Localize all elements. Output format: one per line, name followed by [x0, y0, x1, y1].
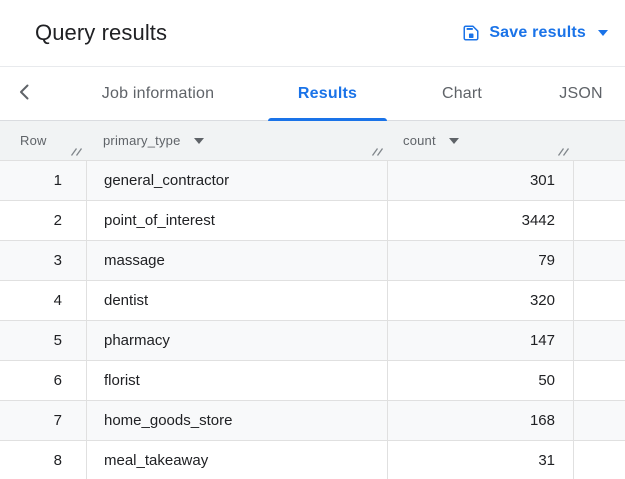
caret-down-icon [598, 30, 608, 36]
column-resize-handle-icon[interactable] [70, 146, 83, 157]
column-header-primary-type-label: primary_type [103, 133, 181, 148]
table-row: 6 florist 50 [0, 361, 625, 401]
primary-type-cell: meal_takeaway [86, 441, 387, 479]
tab-json[interactable]: JSON [537, 67, 625, 120]
primary-type-cell: point_of_interest [86, 201, 387, 240]
save-results-button[interactable]: Save results [460, 20, 610, 46]
row-number-cell: 4 [53, 292, 62, 309]
filler-cell [573, 201, 625, 240]
count-cell: 320 [387, 281, 573, 320]
count-cell: 168 [387, 401, 573, 440]
column-resize-handle-icon[interactable] [557, 146, 570, 157]
count-cell: 31 [387, 441, 573, 479]
primary-type-cell: home_goods_store [86, 401, 387, 440]
column-header-row: Row [0, 121, 86, 160]
row-number-cell: 1 [53, 172, 62, 189]
table-body: 1 general_contractor 301 2 point_of_inte… [0, 161, 625, 479]
column-header-count-label: count [403, 133, 436, 148]
count-cell: 3442 [387, 201, 573, 240]
save-results-label: Save results [489, 24, 586, 41]
tab-chart[interactable]: Chart [387, 67, 537, 120]
row-number-cell: 7 [53, 412, 62, 429]
primary-type-cell: general_contractor [86, 161, 387, 200]
filler-cell [573, 441, 625, 479]
filler-cell [573, 401, 625, 440]
tab-label: Job information [101, 84, 215, 102]
row-number-cell: 2 [53, 212, 62, 229]
primary-type-cell: dentist [86, 281, 387, 320]
count-cell: 147 [387, 321, 573, 360]
tabs-scroll-left-button[interactable] [0, 67, 48, 120]
table-row: 1 general_contractor 301 [0, 161, 625, 201]
table-row: 2 point_of_interest 3442 [0, 201, 625, 241]
column-resize-handle-icon[interactable] [371, 146, 384, 157]
table-row: 5 pharmacy 147 [0, 321, 625, 361]
column-header-row-label: Row [20, 133, 47, 148]
tab-label: Chart [441, 84, 483, 102]
column-header-count: count [387, 121, 573, 160]
filler-cell [573, 321, 625, 360]
panel-header: Query results Save results [0, 0, 625, 67]
row-number-cell: 5 [53, 332, 62, 349]
row-number-cell: 8 [53, 452, 62, 469]
tab-job-information[interactable]: Job information [48, 67, 268, 120]
dropdown-arrow-icon[interactable] [193, 137, 204, 144]
filler-cell [573, 281, 625, 320]
results-tab-bar: Job information Results Chart JSON [0, 67, 625, 121]
save-icon [462, 24, 480, 42]
count-cell: 301 [387, 161, 573, 200]
column-header-primary-type: primary_type [86, 121, 387, 160]
filler-cell [573, 361, 625, 400]
chevron-left-icon [17, 84, 32, 103]
column-header-filler [573, 121, 625, 160]
tab-results[interactable]: Results [268, 67, 387, 121]
count-cell: 50 [387, 361, 573, 400]
table-row: 8 meal_takeaway 31 [0, 441, 625, 479]
filler-cell [573, 161, 625, 200]
tab-label: Results [297, 84, 358, 102]
page-title: Query results [35, 20, 168, 45]
tab-label: JSON [559, 84, 603, 102]
table-row: 3 massage 79 [0, 241, 625, 281]
table-row: 4 dentist 320 [0, 281, 625, 321]
primary-type-cell: massage [86, 241, 387, 280]
row-number-cell: 6 [53, 372, 62, 389]
primary-type-cell: pharmacy [86, 321, 387, 360]
table-header-row: Row primary_type [0, 121, 625, 161]
dropdown-arrow-icon[interactable] [448, 137, 459, 144]
primary-type-cell: florist [86, 361, 387, 400]
count-cell: 79 [387, 241, 573, 280]
table-row: 7 home_goods_store 168 [0, 401, 625, 441]
filler-cell [573, 241, 625, 280]
row-number-cell: 3 [53, 252, 62, 269]
results-table: Row primary_type [0, 121, 625, 479]
